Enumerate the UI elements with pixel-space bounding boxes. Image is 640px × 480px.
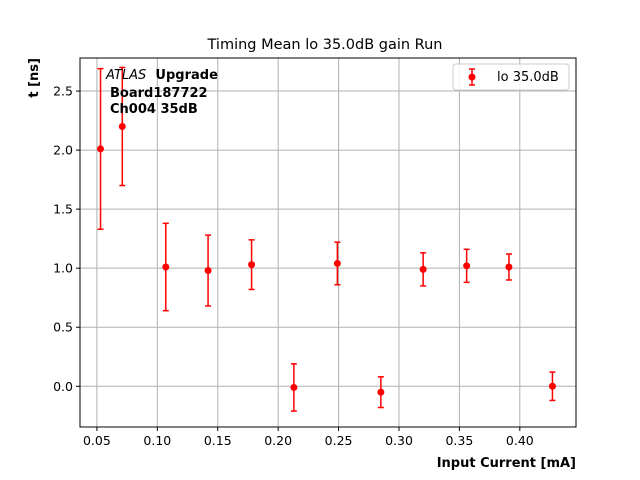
atlas-annotation: ATLAS Upgrade Board187722 Ch004 35dB bbox=[105, 68, 218, 117]
data-point bbox=[419, 265, 427, 273]
board-label: Board187722 bbox=[110, 86, 208, 101]
grid bbox=[80, 58, 576, 427]
data-point bbox=[377, 388, 385, 396]
data-point bbox=[505, 263, 513, 271]
y-tick-label: 2.0 bbox=[53, 143, 73, 158]
x-tick-label: 0.40 bbox=[506, 433, 534, 448]
data-point bbox=[248, 261, 256, 269]
x-tick-label: 0.30 bbox=[385, 433, 413, 448]
y-axis: 0.0 0.5 1.0 1.5 2.0 2.5 bbox=[53, 84, 80, 394]
x-tick-label: 0.20 bbox=[264, 433, 292, 448]
x-tick-label: 0.15 bbox=[204, 433, 232, 448]
x-axis: 0.05 0.10 0.15 0.20 0.25 0.30 0.35 0.40 bbox=[83, 427, 534, 448]
y-axis-label: t [ns] bbox=[27, 58, 42, 98]
legend-marker bbox=[468, 73, 476, 81]
data-point bbox=[118, 122, 126, 130]
y-tick-label: 2.5 bbox=[53, 84, 73, 99]
svg-text:ATLAS Upgrade: ATLAS Upgrade bbox=[105, 68, 218, 83]
y-tick-label: 0.0 bbox=[53, 379, 73, 394]
legend-label: lo 35.0dB bbox=[497, 70, 559, 85]
data-point bbox=[548, 382, 556, 390]
y-tick-label: 0.5 bbox=[53, 320, 73, 335]
plot-frame bbox=[79, 57, 577, 428]
x-tick-label: 0.25 bbox=[325, 433, 353, 448]
x-tick-label: 0.35 bbox=[445, 433, 473, 448]
data-point bbox=[204, 267, 212, 275]
data-point bbox=[463, 262, 471, 270]
y-tick-label: 1.5 bbox=[53, 202, 73, 217]
legend-box bbox=[452, 63, 570, 91]
data-point bbox=[290, 383, 298, 391]
data-point bbox=[333, 259, 341, 267]
data-point bbox=[97, 145, 105, 153]
y-tick-label: 1.0 bbox=[53, 261, 73, 276]
data-series bbox=[97, 66, 556, 412]
x-tick-label: 0.05 bbox=[83, 433, 111, 448]
legend: lo 35.0dB bbox=[452, 63, 570, 91]
x-tick-label: 0.10 bbox=[143, 433, 171, 448]
atlas-label: ATLAS bbox=[105, 68, 146, 83]
upgrade-label: Upgrade bbox=[155, 68, 218, 83]
data-point bbox=[162, 263, 170, 271]
x-axis-label: Input Current [mA] bbox=[437, 456, 576, 471]
channel-label: Ch004 35dB bbox=[110, 102, 198, 117]
chart-title: Timing Mean lo 35.0dB gain Run bbox=[207, 37, 443, 53]
